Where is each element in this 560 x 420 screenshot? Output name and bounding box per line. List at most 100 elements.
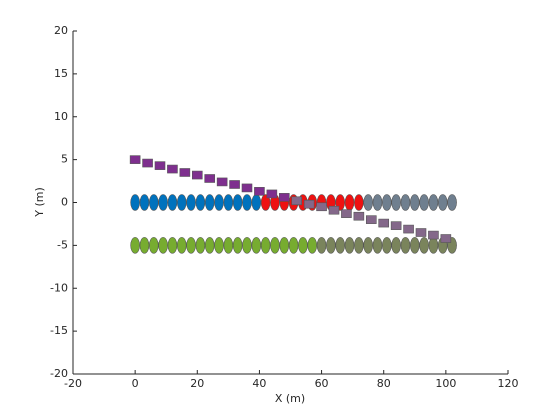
- marker: [298, 237, 308, 254]
- marker: [391, 237, 401, 254]
- marker: [354, 194, 364, 211]
- marker: [391, 194, 401, 211]
- y-tick-label: 5: [61, 153, 68, 166]
- marker: [232, 194, 243, 211]
- marker: [288, 237, 299, 254]
- marker: [204, 237, 215, 254]
- marker: [254, 187, 265, 196]
- marker: [142, 158, 153, 168]
- y-tick-label: -20: [50, 367, 68, 380]
- marker: [326, 237, 336, 254]
- marker: [204, 174, 216, 183]
- marker: [354, 237, 364, 254]
- marker: [390, 221, 402, 230]
- marker: [204, 194, 215, 211]
- x-tick-label: 20: [190, 377, 204, 390]
- marker: [419, 194, 429, 211]
- marker: [229, 180, 240, 189]
- y-tick-label: 0: [61, 196, 68, 209]
- marker: [223, 194, 234, 211]
- marker: [241, 183, 253, 193]
- marker: [279, 237, 290, 254]
- marker: [400, 194, 411, 211]
- marker: [372, 194, 383, 211]
- marker: [148, 194, 159, 211]
- marker: [186, 194, 196, 211]
- marker: [428, 194, 439, 211]
- x-tick-label: 80: [377, 377, 391, 390]
- marker: [363, 194, 373, 211]
- marker: [428, 237, 439, 254]
- marker: [242, 237, 252, 254]
- marker: [316, 202, 327, 212]
- marker: [176, 194, 187, 211]
- marker: [130, 194, 140, 211]
- marker: [335, 237, 346, 254]
- marker: [139, 194, 150, 211]
- x-axis-label: X (m): [275, 392, 305, 405]
- y-tick-label: -15: [50, 324, 68, 337]
- marker: [251, 194, 262, 211]
- marker: [307, 237, 318, 254]
- marker: [167, 164, 178, 174]
- marker: [223, 237, 234, 254]
- marker: [344, 194, 355, 211]
- marker: [303, 199, 315, 209]
- y-tick-label: 15: [54, 67, 68, 80]
- marker: [139, 237, 150, 254]
- marker: [179, 168, 191, 177]
- marker: [278, 193, 290, 202]
- marker: [191, 170, 203, 180]
- marker: [266, 189, 278, 199]
- marker: [195, 194, 206, 211]
- marker: [400, 237, 411, 254]
- y-tick-label: -10: [50, 281, 68, 294]
- marker: [154, 161, 166, 170]
- marker: [251, 237, 262, 254]
- marker: [363, 237, 373, 254]
- y-tick-label: 20: [54, 24, 68, 37]
- marker: [440, 234, 452, 243]
- marker: [176, 237, 187, 254]
- x-tick-label: 100: [435, 377, 456, 390]
- marker: [437, 194, 448, 211]
- marker: [353, 211, 365, 221]
- marker: [167, 194, 178, 211]
- y-tick-label: -5: [57, 238, 68, 251]
- marker: [232, 237, 243, 254]
- marker: [419, 237, 429, 254]
- marker: [415, 228, 427, 237]
- marker: [409, 237, 420, 254]
- marker: [382, 237, 392, 254]
- marker: [403, 224, 414, 234]
- marker: [242, 194, 252, 211]
- marker: [130, 237, 140, 254]
- marker: [195, 237, 206, 254]
- marker: [260, 194, 271, 211]
- marker: [365, 215, 377, 224]
- y-axis-label: Y (m): [33, 187, 46, 218]
- marker: [158, 194, 168, 211]
- marker: [214, 237, 224, 254]
- marker: [378, 218, 390, 228]
- marker: [341, 209, 352, 218]
- marker: [428, 230, 439, 240]
- x-tick-label: -20: [64, 377, 82, 390]
- marker: [167, 237, 178, 254]
- marker: [316, 237, 327, 254]
- marker: [270, 237, 280, 254]
- marker: [382, 194, 392, 211]
- marker: [129, 155, 141, 164]
- marker: [328, 205, 340, 215]
- marker: [214, 194, 224, 211]
- marker: [291, 196, 303, 206]
- marker: [216, 177, 228, 187]
- marker: [260, 237, 271, 254]
- marker: [148, 237, 159, 254]
- marker: [409, 194, 420, 211]
- marker: [447, 194, 457, 211]
- marker: [158, 237, 168, 254]
- x-tick-label: 0: [132, 377, 139, 390]
- marker: [186, 237, 196, 254]
